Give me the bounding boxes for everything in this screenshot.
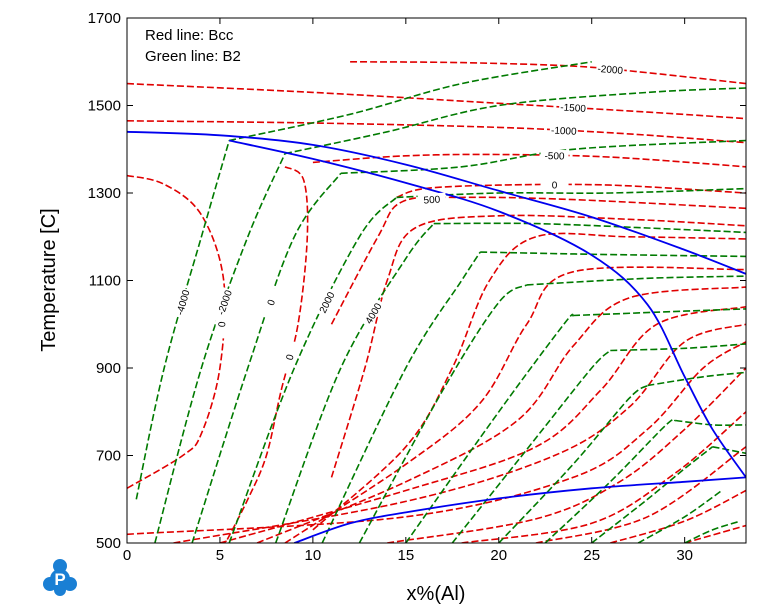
bcc-contour-10 [312, 232, 746, 531]
legend-entry-bcc: Red line: Bcc [145, 27, 234, 44]
bcc-contour-17 [461, 411, 746, 543]
bcc-contour-label-7: 0 [552, 181, 558, 192]
pandat-logo-icon: P [43, 559, 77, 596]
bcc-contour-5 [127, 174, 226, 489]
y-tick-label: 1500 [88, 98, 121, 115]
b2-contour-label-bg-4 [315, 287, 338, 318]
bcc-contour-label-bg-4 [540, 149, 569, 162]
legend: Red line: Bcc Green line: B2 [145, 27, 241, 65]
bcc-contour-12 [256, 286, 746, 543]
b2-contour-18 [396, 187, 746, 199]
bcc-contour-label-bg-6 [280, 342, 298, 372]
b2-contour-25 [675, 419, 746, 427]
bcc-contour-label-bg-5 [215, 310, 228, 339]
b2-contour-16 [284, 87, 746, 155]
bcc-contour-4 [312, 153, 746, 168]
bcc-contour-15 [127, 341, 746, 536]
b2-contour-3 [191, 172, 342, 543]
bcc-contour-7 [396, 183, 746, 199]
y-tick-label: 900 [96, 360, 121, 377]
b2-contour-19 [433, 222, 746, 234]
b2-contour-label-bg-2 [214, 287, 234, 318]
b2-contour-label-3: 0 [266, 298, 278, 307]
bcc-contour-label-5: 0 [217, 321, 228, 327]
phase-boundary-3 [293, 476, 746, 543]
x-tick-label: 25 [583, 547, 600, 564]
b2-contour-label-1: -4000 [175, 288, 193, 316]
y-axis-ticks: 500 700 900 1100 1300 1500 1700 [88, 10, 746, 552]
b2-contour-label-2: -2000 [216, 288, 235, 316]
b2-contour-12 [591, 446, 713, 543]
svg-text:P: P [54, 570, 65, 589]
bcc-contour-11 [284, 266, 746, 543]
y-tick-label: 1700 [88, 10, 121, 27]
bcc-contour-label-bg-2 [558, 100, 588, 114]
bcc-contour-16 [387, 367, 746, 543]
bcc-contour-label-bg-8 [417, 192, 447, 206]
bcc-contour-label-6: 0 [285, 353, 297, 362]
b2-contour-10 [498, 384, 648, 543]
bcc-contour-label-2: -1500 [560, 102, 587, 115]
b2-contour-label-bg-1 [173, 287, 192, 318]
bcc-contour-1 [350, 61, 746, 85]
x-tick-label: 5 [216, 547, 224, 564]
b2-contour-label-bg-3 [260, 287, 281, 318]
b2-contour-20 [480, 251, 746, 258]
bcc-contour-3 [127, 120, 746, 144]
b2-contour-4 [228, 196, 398, 543]
b2-contour-6 [321, 251, 481, 543]
bcc-contour-label-bg-1 [595, 62, 625, 76]
bcc-contour-label-bg-7 [540, 179, 569, 191]
x-tick-label: 10 [305, 547, 322, 564]
b2-contour-2 [154, 153, 286, 543]
b2-contour-15 [229, 61, 592, 142]
b2-contour-1 [135, 140, 230, 500]
x-axis-ticks: 0 5 10 15 20 25 30 [123, 18, 693, 564]
bcc-contour-label-8: 500 [423, 194, 441, 206]
y-tick-label: 500 [96, 535, 121, 552]
b2-contour-13 [637, 489, 723, 543]
bcc-contour-2 [127, 82, 746, 120]
bcc-contour-8 [330, 196, 746, 325]
y-tick-label: 700 [96, 448, 121, 465]
y-tick-label: 1300 [88, 185, 121, 202]
bcc-contour-18 [535, 446, 746, 543]
bcc-contour-label-3: -1000 [551, 126, 578, 138]
x-axis-title: x%(Al) [407, 583, 466, 605]
phase-boundary-2 [229, 139, 746, 478]
bcc-contour-9 [330, 214, 746, 478]
bcc-contour-19 [610, 489, 746, 543]
b2-contour-23 [610, 343, 746, 352]
x-tick-label: 20 [490, 547, 507, 564]
legend-entry-b2: Green line: B2 [145, 48, 241, 65]
bcc-contour-label-4: -500 [544, 151, 565, 162]
phase-boundary-1 [127, 130, 746, 275]
b2-contour-26 [712, 446, 746, 455]
bcc-contour-14 [173, 323, 746, 543]
bcc-contour-13 [219, 306, 746, 543]
bcc-contour-label-1: -2000 [597, 64, 624, 77]
b2-contour-11 [544, 418, 676, 543]
y-axis-title: Temperature [C] [38, 208, 60, 351]
b2-contour-label-bg-5 [361, 298, 385, 328]
b2-contour-24 [647, 371, 746, 387]
b2-contour-14 [684, 520, 741, 543]
b2-contour-17 [340, 139, 746, 175]
b2-contour-9 [451, 349, 611, 543]
x-tick-label: 0 [123, 547, 131, 564]
x-tick-label: 15 [397, 547, 414, 564]
plot-frame [126, 17, 747, 544]
b2-contour-7 [358, 284, 528, 543]
bcc-contour-label-bg-3 [549, 123, 579, 137]
x-tick-label: 30 [676, 547, 693, 564]
b2-contour-5 [274, 223, 435, 543]
b2-contour-8 [405, 313, 574, 543]
plot-lines [127, 61, 746, 543]
b2-contour-22 [573, 308, 746, 317]
b2-contour-21 [526, 275, 746, 286]
y-tick-label: 1100 [89, 273, 121, 290]
